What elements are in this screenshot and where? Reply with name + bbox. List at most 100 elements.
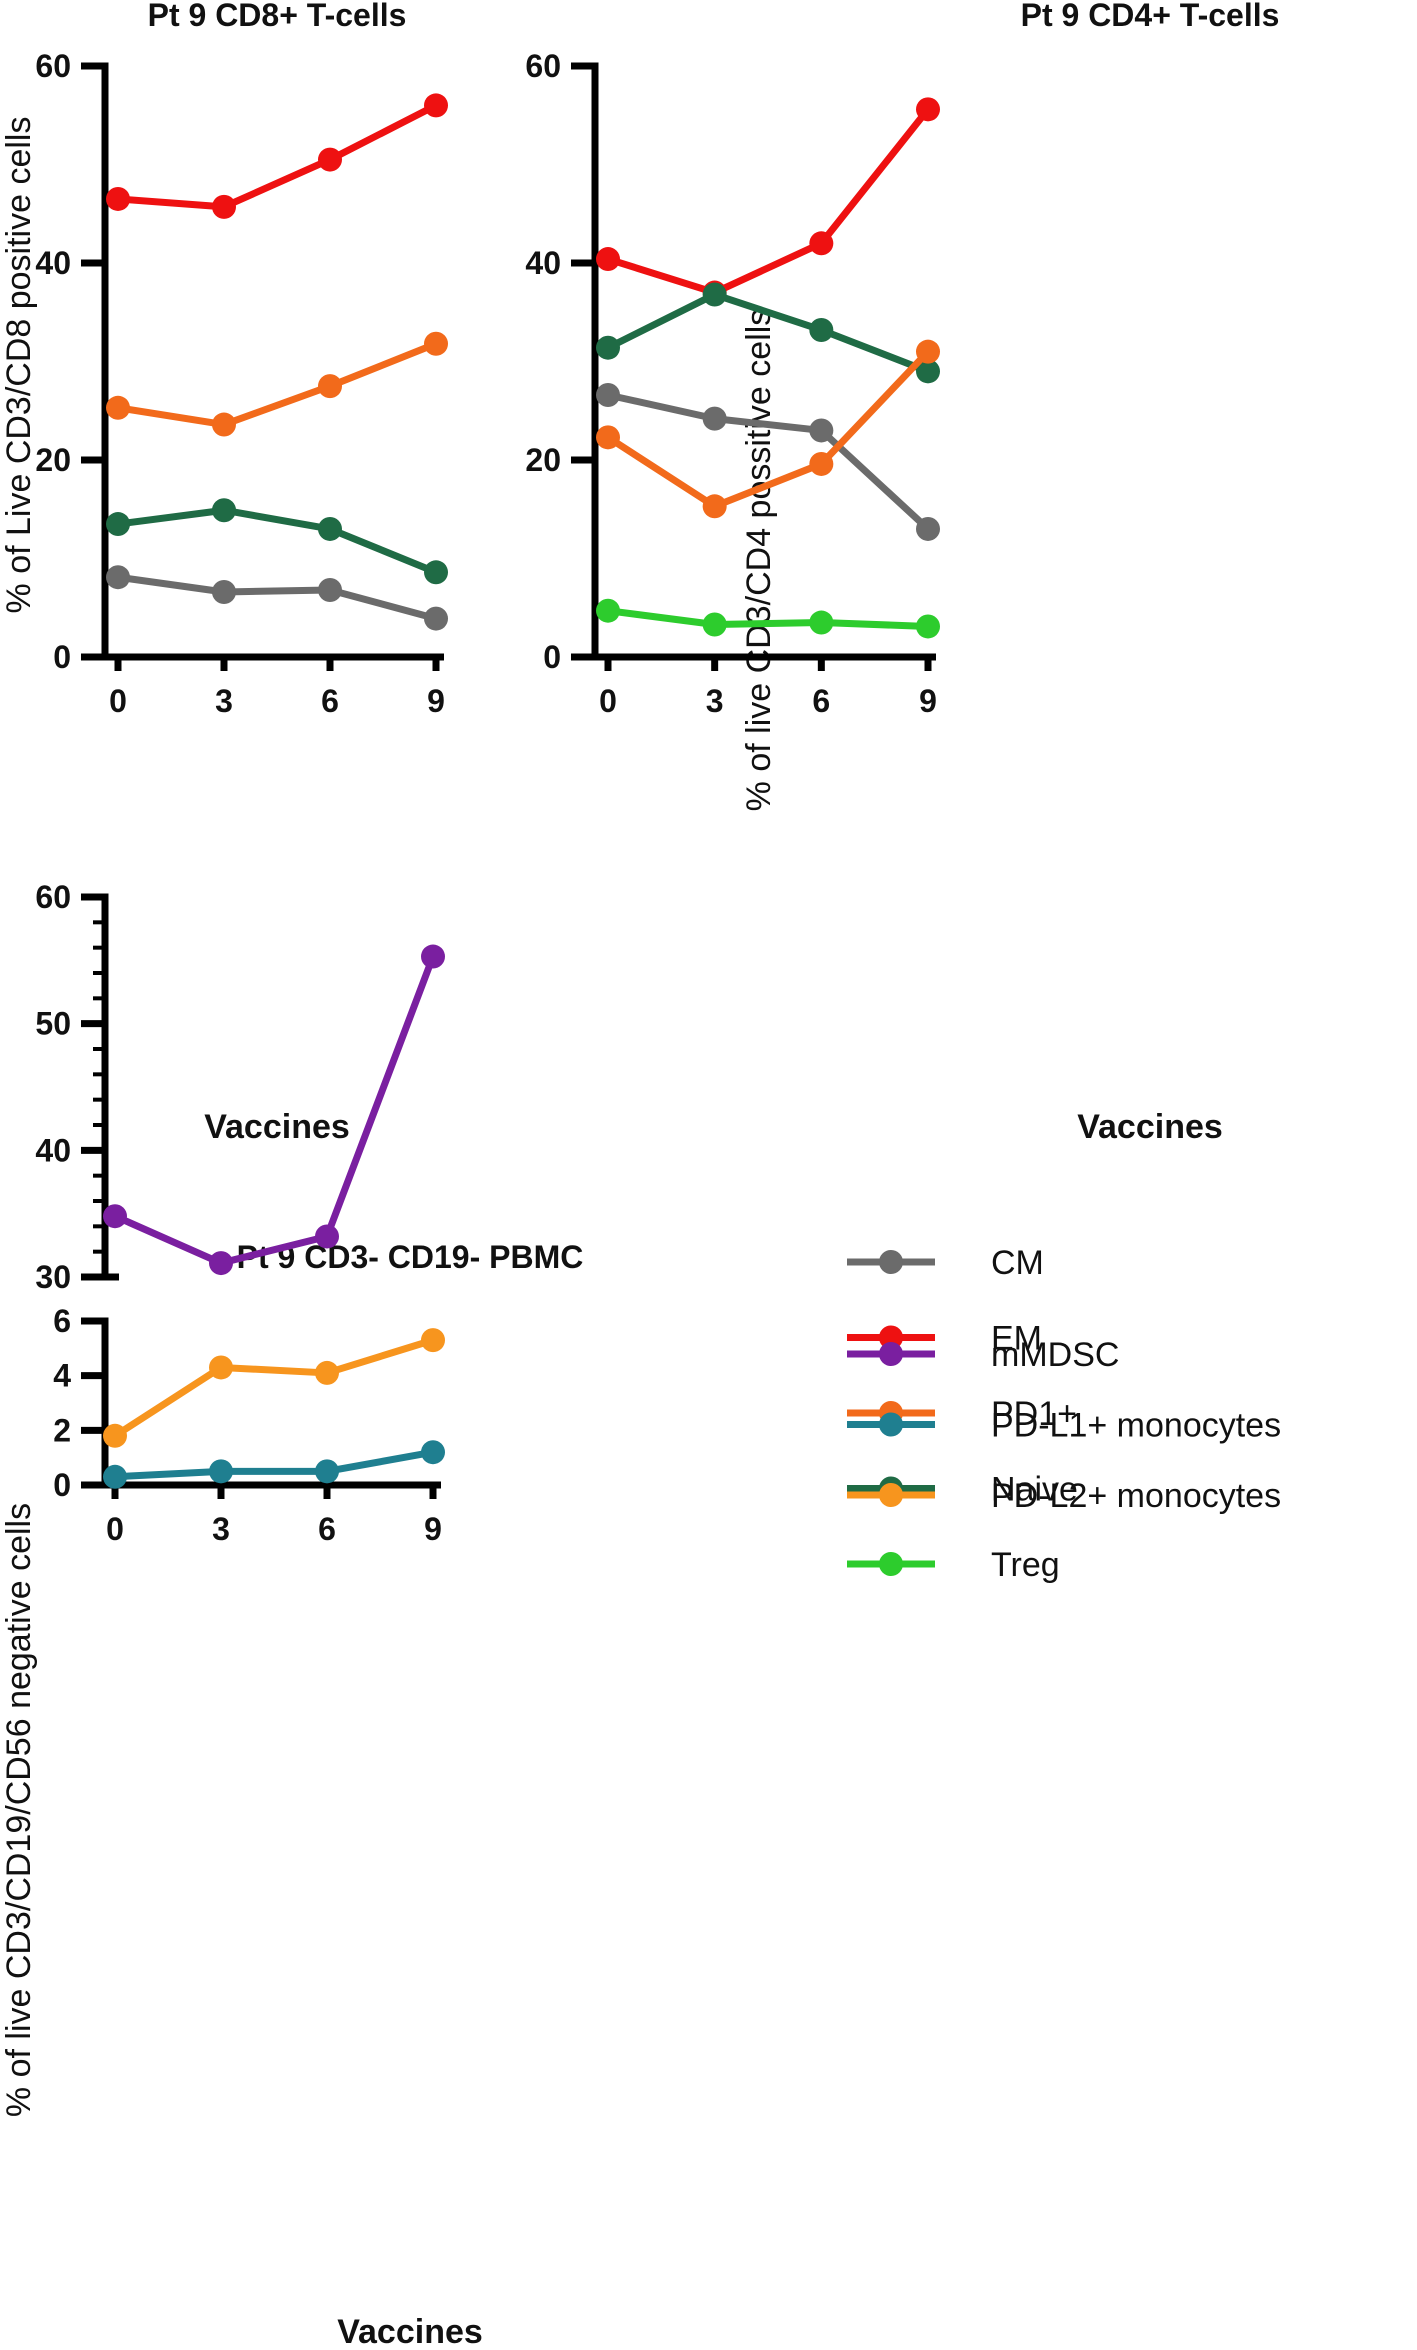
series-line-cd8-pd1 xyxy=(117,340,438,429)
legend-swatch-marker xyxy=(879,1412,903,1437)
data-point-cd8-cm-6 xyxy=(318,578,342,603)
cd8-y-tick-label-60: 60 xyxy=(35,48,71,84)
legend-label-pd1: PD1+ xyxy=(991,1395,1077,1433)
chart-cd8-plot: 0 20 40 60 0 3 6 9 xyxy=(35,48,448,719)
data-point-cd8-em-0 xyxy=(106,186,130,211)
cd8-x-tick-label-6: 6 xyxy=(321,683,339,719)
pbmc-x-tick-label-3: 3 xyxy=(212,1511,230,1547)
cd4-x-tick-label-3: 3 xyxy=(706,683,724,719)
data-point-cd8-pd1-0 xyxy=(106,395,130,420)
series-line-cd8-em xyxy=(117,102,438,211)
pbmc-y-tick-label-0: 0 xyxy=(53,1467,71,1503)
legend-swatch-marker xyxy=(879,1483,903,1507)
data-point-cd8-naive-9 xyxy=(424,560,448,585)
data-point-cd4-treg-0 xyxy=(596,598,620,623)
legend-item-pd-l2-monocytes: PD-L2+ monocytes xyxy=(847,1477,1281,1515)
data-point-cd4-pd1-9 xyxy=(916,339,940,364)
pbmc-x-tick-label-9: 9 xyxy=(424,1511,442,1547)
series-line-cd8-naive xyxy=(117,506,438,576)
legend-label-em: EM xyxy=(991,1320,1042,1358)
cd8-x-tick-label-9: 9 xyxy=(427,683,445,719)
legend-label-naive: Naive xyxy=(991,1471,1078,1509)
series-line-cd4-treg xyxy=(607,607,929,630)
series-line-cd4-cm xyxy=(607,391,931,532)
data-point-cd4-treg-9 xyxy=(916,614,940,639)
cd4-y-tick-label-60: 60 xyxy=(525,48,561,84)
legend-swatch-marker xyxy=(879,1552,903,1576)
data-point-cd8-em-6 xyxy=(318,147,342,172)
data-point-cd8-pd1-3 xyxy=(212,412,236,437)
pbmc-y-tick-label-50: 50 xyxy=(35,1006,71,1042)
data-point-cd4-treg-3 xyxy=(702,612,727,637)
series-line-cd4-pd1 xyxy=(606,349,931,510)
data-point-cd4-cm-0 xyxy=(596,382,620,407)
legend-pbmc: mMDSC PD-L1+ monocytes PD-L2+ monocytes xyxy=(847,1336,1281,1515)
data-point-cd8-cm-9 xyxy=(424,606,448,631)
legend-label-cm: CM xyxy=(991,1244,1044,1282)
legend-label-mmdsc: mMDSC xyxy=(991,1336,1119,1374)
data-point-pbmc-pd-l2-monocytes-0 xyxy=(103,1423,127,1448)
data-point-pbmc-pd-l1-monocytes-0 xyxy=(103,1464,127,1489)
chart-cd8: Pt 9 CD8+ T-cells % of Live CD3/CD8 posi… xyxy=(0,0,448,1146)
cd8-x-tick-label-0: 0 xyxy=(109,683,127,719)
data-point-cd4-naive-3 xyxy=(702,282,727,307)
series-line-cd8-cm xyxy=(117,573,437,622)
data-point-cd4-cm-6 xyxy=(809,418,834,443)
pbmc-x-tick-label-0: 0 xyxy=(106,1511,124,1547)
data-point-cd8-pd1-9 xyxy=(424,331,448,356)
data-point-cd8-naive-3 xyxy=(212,498,236,523)
data-point-pbmc-mmdsc-3 xyxy=(209,1251,233,1276)
legend-label-pd-l1-monocytes: PD-L1+ monocytes xyxy=(991,1407,1281,1445)
chart-cd4-plot: 0 20 40 60 0 3 6 9 xyxy=(525,48,940,719)
data-point-cd8-cm-0 xyxy=(106,565,130,590)
cd8-y-tick-label-20: 20 xyxy=(35,442,71,478)
data-point-cd4-em-9 xyxy=(916,97,940,122)
legend-item-treg: Treg xyxy=(847,1546,1060,1584)
data-point-cd4-em-6 xyxy=(809,231,834,256)
cd8-y-tick-label-0: 0 xyxy=(53,639,71,675)
data-point-cd8-naive-6 xyxy=(318,516,342,541)
series-line-pbmc-pd-l1-monocytes xyxy=(114,1448,434,1481)
data-point-cd4-naive-0 xyxy=(596,335,620,360)
legend-swatch-marker xyxy=(879,1325,903,1350)
data-point-cd4-pd1-3 xyxy=(702,494,727,519)
data-point-cd4-treg-6 xyxy=(809,610,834,635)
cd8-y-tick-label-40: 40 xyxy=(35,245,71,281)
cd4-x-tick-label-0: 0 xyxy=(599,683,617,719)
data-point-cd4-cm-9 xyxy=(916,516,940,541)
legend-item-cm: CM xyxy=(847,1244,1044,1282)
data-point-pbmc-pd-l2-monocytes-6 xyxy=(315,1360,339,1385)
pbmc-y-tick-label-2: 2 xyxy=(53,1412,71,1448)
data-point-pbmc-pd-l1-monocytes-9 xyxy=(421,1440,445,1465)
data-point-pbmc-mmdsc-6 xyxy=(315,1224,339,1249)
legend-swatch-marker xyxy=(879,1250,903,1274)
cd4-x-tick-label-6: 6 xyxy=(812,683,830,719)
legend-label-pd-l2-monocytes: PD-L2+ monocytes xyxy=(991,1477,1281,1515)
legend-item-mmdsc: mMDSC xyxy=(847,1336,1119,1374)
legend-tcell: CM EM PD1+ Naive Treg xyxy=(847,1244,1078,1584)
cd4-y-tick-label-40: 40 xyxy=(525,245,561,281)
pbmc-y-tick-label-30: 30 xyxy=(35,1259,71,1295)
chart-pbmc-ylabel: % of live CD3/CD19/CD56 negative cells xyxy=(0,1503,38,2117)
data-point-cd8-em-3 xyxy=(212,194,236,219)
data-point-cd8-pd1-6 xyxy=(318,374,342,399)
data-point-cd4-pd1-6 xyxy=(809,451,834,476)
series-line-cd4-naive xyxy=(606,291,930,375)
pbmc-y-tick-label-60: 60 xyxy=(35,879,71,915)
chart-cd4-ylabel: % of live CD3/CD4 possitive cells xyxy=(740,309,778,812)
series-line-cd4-em xyxy=(606,107,931,297)
chart-cd8-title: Pt 9 CD8+ T-cells xyxy=(148,0,407,33)
data-point-cd4-em-0 xyxy=(596,247,620,272)
chart-pbmc-xlabel: Vaccines xyxy=(337,2313,483,2350)
data-point-pbmc-mmdsc-0 xyxy=(103,1204,127,1229)
chart-cd8-xlabel: Vaccines xyxy=(204,1108,350,1146)
legend-swatch-marker xyxy=(879,1342,903,1366)
chart-cd4: Pt 9 CD4+ T-cells % of live CD3/CD4 poss… xyxy=(525,0,1279,1146)
data-point-cd4-cm-3 xyxy=(702,406,727,431)
chart-cd8-ylabel: % of Live CD3/CD8 positive cells xyxy=(0,117,38,614)
data-point-cd8-naive-0 xyxy=(106,512,130,537)
data-point-cd4-naive-9 xyxy=(916,359,940,384)
cd4-y-tick-label-0: 0 xyxy=(543,639,561,675)
pbmc-y-tick-label-6: 6 xyxy=(53,1303,71,1339)
